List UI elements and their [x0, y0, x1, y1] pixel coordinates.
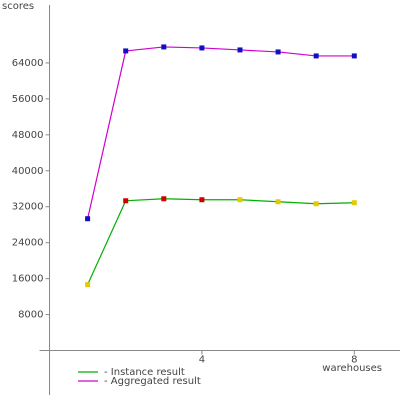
point-marker: [275, 49, 281, 55]
legend-label: - Aggregated result: [104, 376, 201, 387]
point-marker: [237, 197, 243, 203]
y-tick-label: 48000: [12, 130, 44, 141]
series-line: [87, 46, 355, 219]
y-tick-label: 16000: [12, 274, 44, 285]
point-marker: [161, 196, 167, 202]
point-marker: [123, 48, 129, 54]
point-marker: [85, 216, 91, 222]
y-tick-label: 32000: [12, 202, 44, 213]
point-marker: [123, 198, 129, 204]
y-tick-label: 8000: [18, 310, 43, 321]
point-marker: [161, 44, 167, 50]
point-marker: [351, 200, 357, 206]
y-tick-label: 24000: [12, 238, 44, 249]
y-tick-label: 56000: [12, 94, 44, 105]
point-marker: [313, 201, 319, 207]
point-marker: [199, 45, 205, 51]
point-marker: [275, 199, 281, 205]
x-tick-label: 4: [199, 355, 205, 366]
point-marker: [313, 53, 319, 59]
series-line: [87, 198, 355, 285]
point-marker: [237, 47, 243, 53]
x-axis-label: warehouses: [322, 363, 382, 374]
y-tick-label: 40000: [12, 166, 44, 177]
legend-label: - Instance result: [104, 367, 185, 378]
point-marker: [199, 197, 205, 203]
point-marker: [85, 282, 91, 288]
y-axis-label: scores: [2, 1, 34, 12]
y-tick-label: 64000: [12, 58, 44, 69]
point-marker: [351, 53, 357, 59]
x-tick-label: 8: [351, 355, 357, 366]
